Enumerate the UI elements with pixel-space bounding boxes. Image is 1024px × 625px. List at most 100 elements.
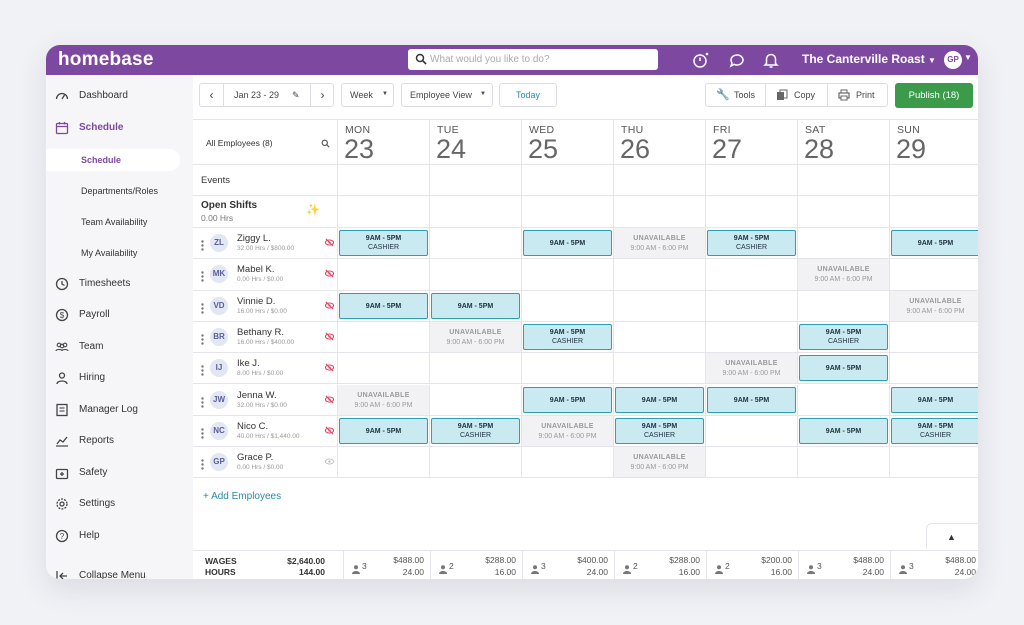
grid-cell[interactable] bbox=[430, 165, 522, 195]
schedule-cell[interactable]: 9AM - 5PM bbox=[338, 415, 430, 447]
range-type-select[interactable]: Week ▼ bbox=[341, 83, 394, 107]
shift-block[interactable]: 9AM - 5PM bbox=[891, 386, 978, 413]
employee-cell[interactable]: GP Grace P. 0.00 Hrs / $0.00 bbox=[193, 447, 338, 478]
schedule-cell[interactable]: UNAVAILABLE 9:00 AM - 6:00 PM bbox=[430, 321, 522, 353]
grid-cell[interactable] bbox=[338, 165, 430, 195]
employee-cell[interactable]: BR Bethany R. 16.00 Hrs / $400.00 bbox=[193, 321, 338, 353]
sidebar-item-dashboard[interactable]: Dashboard bbox=[46, 85, 193, 107]
schedule-cell[interactable]: 9AM - 5PM bbox=[614, 384, 706, 415]
hidden-eye-icon[interactable] bbox=[324, 391, 335, 403]
schedule-cell[interactable]: 9AM - 5PM CASHIER bbox=[890, 416, 978, 446]
employee-name[interactable]: Ziggy L. bbox=[237, 233, 271, 244]
prev-week-button[interactable]: ‹ bbox=[200, 84, 224, 106]
drag-handle-icon[interactable] bbox=[201, 426, 204, 439]
grid-cell[interactable] bbox=[890, 165, 978, 195]
grid-cell[interactable] bbox=[430, 196, 522, 227]
schedule-cell[interactable] bbox=[430, 353, 522, 384]
shift-block[interactable]: 9AM - 5PM CASHIER bbox=[799, 323, 888, 351]
schedule-cell[interactable] bbox=[614, 353, 706, 384]
schedule-cell[interactable]: 9AM - 5PM CASHIER bbox=[706, 228, 798, 259]
today-button[interactable]: Today bbox=[499, 83, 557, 107]
sidebar-item-manager-log[interactable]: Manager Log bbox=[46, 399, 193, 421]
schedule-cell[interactable] bbox=[798, 384, 890, 415]
schedule-cell[interactable]: 9AM - 5PM CASHIER bbox=[430, 415, 522, 447]
drag-handle-icon[interactable] bbox=[201, 301, 204, 314]
user-avatar[interactable]: GP bbox=[944, 51, 962, 69]
day-header-mon[interactable]: MON 23 bbox=[338, 120, 430, 166]
shift-block[interactable]: 9AM - 5PM bbox=[339, 292, 428, 319]
print-button[interactable]: Print bbox=[828, 84, 888, 106]
timer-icon[interactable] bbox=[692, 51, 710, 69]
shift-block[interactable]: 9AM - 5PM CASHIER bbox=[615, 417, 704, 445]
schedule-cell[interactable]: 9AM - 5PM CASHIER bbox=[338, 228, 430, 259]
homebase-logo[interactable]: homebase bbox=[58, 49, 154, 70]
grid-cell[interactable] bbox=[522, 165, 614, 195]
schedule-cell[interactable] bbox=[430, 447, 522, 478]
view-select[interactable]: Employee View ▼ bbox=[401, 83, 493, 107]
eye-icon[interactable] bbox=[325, 453, 334, 465]
schedule-cell[interactable] bbox=[706, 447, 798, 478]
schedule-cell[interactable] bbox=[430, 228, 522, 259]
drag-handle-icon[interactable] bbox=[201, 363, 204, 376]
publish-button[interactable]: Publish (18) bbox=[895, 83, 973, 108]
schedule-cell[interactable] bbox=[614, 259, 706, 290]
grid-cell[interactable] bbox=[614, 196, 706, 227]
schedule-cell[interactable]: 9AM - 5PM bbox=[798, 415, 890, 447]
search-icon[interactable] bbox=[321, 139, 330, 148]
search-input[interactable] bbox=[430, 52, 650, 67]
day-header-tue[interactable]: TUE 24 bbox=[430, 120, 522, 166]
hidden-eye-icon[interactable] bbox=[324, 359, 335, 372]
employee-name[interactable]: Ike J. bbox=[237, 358, 260, 370]
sidebar-item-help[interactable]: ? Help bbox=[46, 525, 193, 547]
schedule-cell[interactable]: UNAVAILABLE 9:00 AM - 6:00 PM bbox=[522, 415, 614, 447]
shift-block[interactable]: 9AM - 5PM CASHIER bbox=[707, 230, 796, 257]
schedule-cell[interactable]: 9AM - 5PM bbox=[798, 353, 890, 384]
pencil-icon[interactable]: ✎ bbox=[292, 90, 300, 100]
sidebar-item-collapse-menu[interactable]: Collapse Menu bbox=[46, 565, 193, 579]
sidebar-item-timesheets[interactable]: Timesheets bbox=[46, 273, 193, 295]
day-header-sun[interactable]: SUN 29 bbox=[890, 120, 978, 166]
schedule-cell[interactable] bbox=[522, 447, 614, 478]
shift-block[interactable]: 9AM - 5PM bbox=[799, 355, 888, 382]
copy-button[interactable]: Copy bbox=[766, 84, 828, 106]
schedule-cell[interactable] bbox=[522, 259, 614, 290]
sidebar-sub-departments-roles[interactable]: Departments/Roles bbox=[46, 180, 193, 202]
hidden-eye-icon[interactable] bbox=[324, 265, 335, 278]
schedule-cell[interactable] bbox=[890, 447, 978, 477]
day-header-sat[interactable]: SAT 28 bbox=[798, 120, 890, 166]
shift-block[interactable]: 9AM - 5PM bbox=[799, 417, 888, 445]
schedule-cell[interactable] bbox=[338, 353, 430, 384]
location-selector[interactable]: The Canterville Roast ▼ bbox=[802, 52, 936, 66]
schedule-cell[interactable]: 9AM - 5PM bbox=[706, 384, 798, 415]
shift-block[interactable]: 9AM - 5PM CASHIER bbox=[431, 417, 520, 445]
magic-wand-icon[interactable]: ✨ bbox=[306, 204, 320, 216]
grid-cell[interactable] bbox=[706, 165, 798, 195]
employee-cell[interactable]: JW Jenna W. 32.00 Hrs / $0.00 bbox=[193, 384, 338, 415]
schedule-cell[interactable] bbox=[522, 353, 614, 384]
all-employees-filter[interactable]: All Employees (8) bbox=[206, 138, 273, 148]
sidebar-item-schedule[interactable]: Schedule bbox=[46, 117, 193, 139]
schedule-cell[interactable] bbox=[430, 384, 522, 415]
grid-cell[interactable] bbox=[522, 196, 614, 227]
schedule-cell[interactable] bbox=[706, 259, 798, 290]
schedule-cell[interactable] bbox=[890, 259, 978, 289]
shift-block[interactable]: 9AM - 5PM CASHIER bbox=[339, 230, 428, 257]
shift-block[interactable]: 9AM - 5PM bbox=[339, 417, 428, 445]
employee-cell[interactable]: VD Vinnie D. 16.00 Hrs / $0.00 bbox=[193, 290, 338, 321]
sidebar-sub-my-availability[interactable]: My Availability bbox=[46, 242, 193, 264]
grid-cell[interactable] bbox=[798, 196, 890, 227]
grid-cell[interactable] bbox=[798, 165, 890, 195]
employee-name[interactable]: Grace P. bbox=[237, 452, 274, 464]
schedule-cell[interactable] bbox=[706, 290, 798, 321]
shift-block[interactable]: 9AM - 5PM bbox=[523, 386, 612, 413]
sidebar-item-hiring[interactable]: Hiring bbox=[46, 367, 193, 389]
grid-cell[interactable] bbox=[614, 165, 706, 195]
schedule-cell[interactable]: 9AM - 5PM CASHIER bbox=[798, 321, 890, 353]
sidebar-sub-schedule[interactable]: Schedule bbox=[46, 149, 180, 171]
tools-button[interactable]: 🔧 Tools bbox=[706, 84, 766, 106]
employee-cell[interactable]: MK Mabel K. 0.00 Hrs / $0.00 bbox=[193, 259, 338, 290]
schedule-cell[interactable] bbox=[706, 415, 798, 447]
shift-block[interactable]: 9AM - 5PM bbox=[523, 230, 612, 257]
schedule-cell[interactable]: UNAVAILABLE 9:00 AM - 6:00 PM bbox=[614, 447, 706, 478]
schedule-cell[interactable] bbox=[890, 322, 978, 352]
